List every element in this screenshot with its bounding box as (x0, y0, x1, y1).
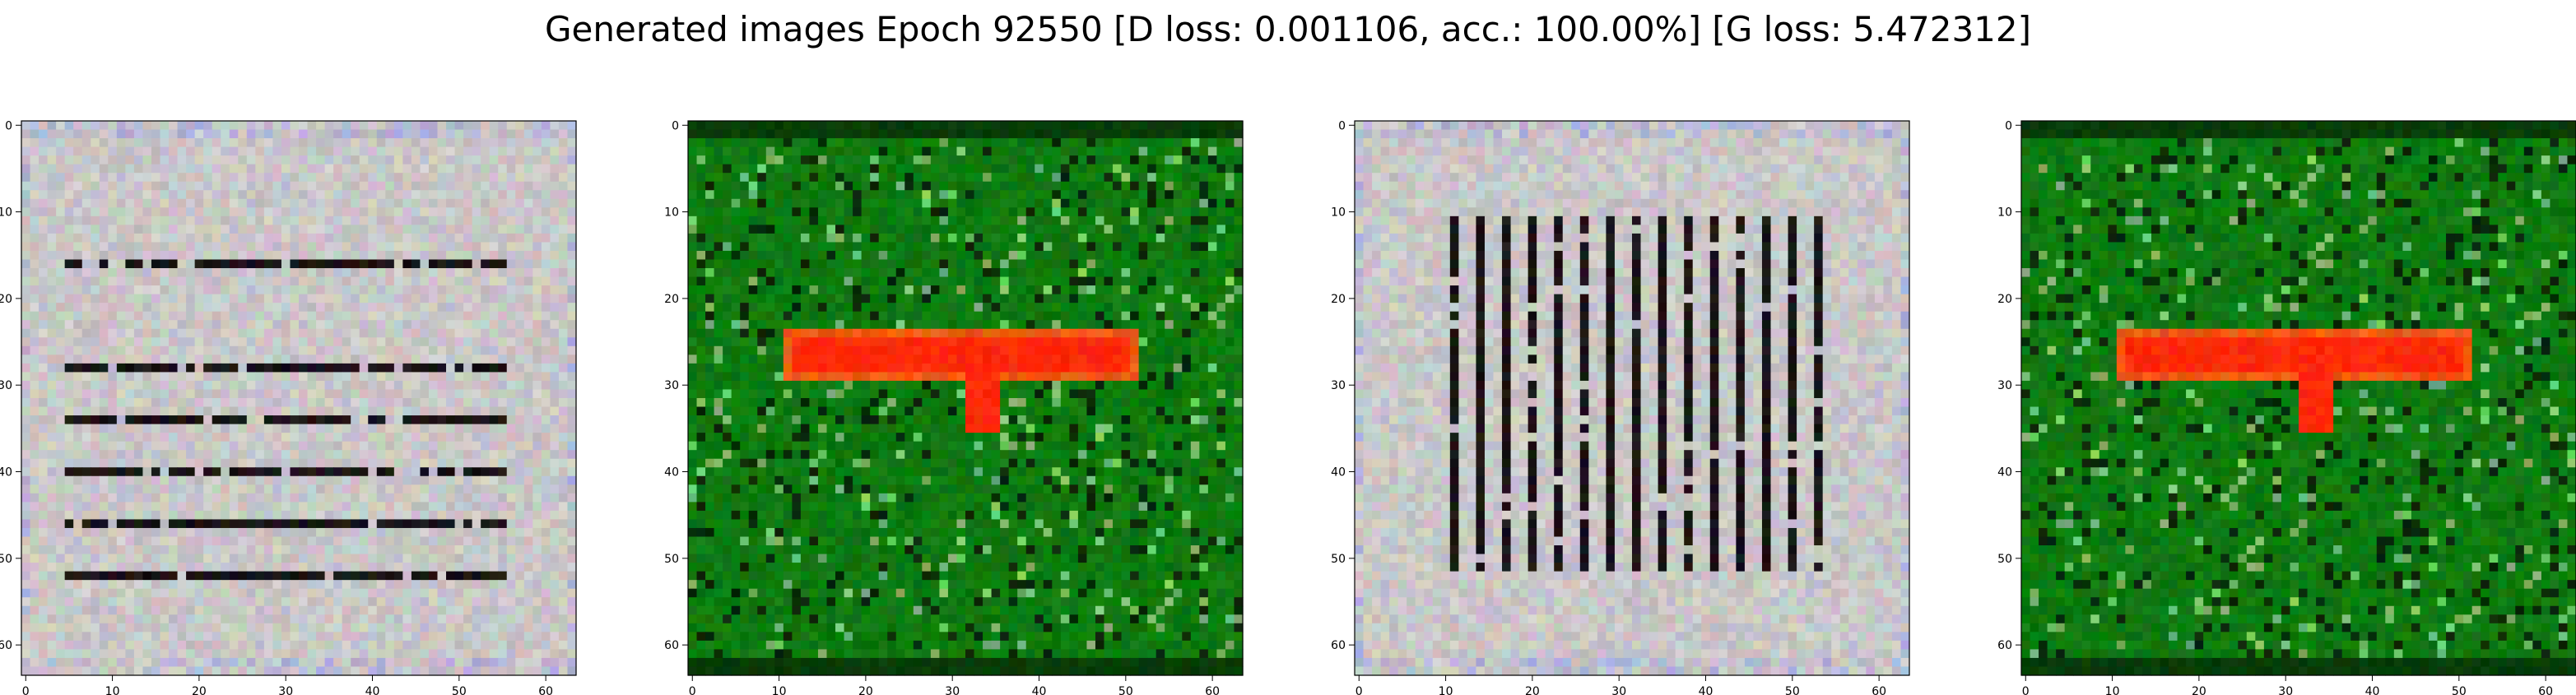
x-tick-label: 10 (1439, 685, 1453, 695)
x-tick-label: 0 (2022, 685, 2030, 695)
y-tick-label: 0 (5, 119, 12, 132)
generated-image-1 (21, 121, 577, 676)
axes-frame (21, 120, 577, 676)
x-tick-label: 40 (1699, 685, 1713, 695)
image-panel-1: 0 10 20 30 40 50 60 0 10 20 30 40 50 60 (0, 119, 577, 695)
image-panel-2: 0 10 20 30 40 50 60 0 10 20 30 40 50 60 (664, 119, 1244, 695)
x-tick-label: 50 (1118, 685, 1133, 695)
y-tick-label: 30 (1331, 379, 1346, 392)
x-tick-label: 60 (538, 685, 553, 695)
y-tick-label: 30 (1997, 379, 2012, 392)
x-tick-label: 0 (689, 685, 696, 695)
axes-frame (2020, 120, 2576, 676)
image-panel-4: 0 10 20 30 40 50 60 0 10 20 30 40 50 60 (1997, 119, 2576, 695)
y-tick-label: 50 (0, 553, 12, 566)
y-tick-label: 20 (1997, 293, 2012, 306)
x-tick-label: 40 (365, 685, 380, 695)
x-tick-label: 30 (1611, 685, 1626, 695)
y-tick-label: 60 (0, 639, 12, 652)
y-tick-label: 10 (0, 206, 12, 220)
figure-title: Generated images Epoch 92550 [D loss: 0.… (544, 9, 2032, 49)
x-tick-label: 20 (1525, 685, 1540, 695)
y-tick-label: 50 (1331, 553, 1346, 566)
x-tick-label: 10 (105, 685, 120, 695)
generated-image-4 (2021, 121, 2576, 676)
y-tick-label: 10 (1997, 206, 2012, 220)
axes-frame (687, 120, 1244, 676)
y-tick-label: 0 (2005, 119, 2012, 132)
x-tick-label: 30 (278, 685, 293, 695)
x-tick-label: 50 (1785, 685, 1800, 695)
x-tick-label: 40 (1032, 685, 1047, 695)
y-tick-label: 40 (1997, 466, 2012, 480)
y-tick-label: 50 (1997, 553, 2012, 566)
y-tick-label: 60 (1331, 639, 1346, 652)
axes-frame (1354, 120, 1910, 676)
x-tick-label: 30 (2278, 685, 2293, 695)
y-tick-label: 30 (664, 379, 679, 392)
y-tick-label: 40 (664, 466, 679, 480)
y-tick-label: 40 (0, 466, 12, 480)
x-tick-label: 0 (22, 685, 30, 695)
x-tick-label: 50 (2452, 685, 2467, 695)
x-tick-label: 60 (1205, 685, 1220, 695)
generated-image-3 (1355, 121, 1910, 676)
x-tick-label: 40 (2365, 685, 2380, 695)
y-tick-label: 10 (1331, 206, 1346, 220)
x-tick-label: 20 (858, 685, 873, 695)
generated-image-2 (688, 121, 1244, 676)
x-tick-label: 10 (2105, 685, 2120, 695)
y-tick-label: 0 (672, 119, 679, 132)
x-tick-label: 60 (2538, 685, 2553, 695)
y-tick-label: 20 (0, 293, 12, 306)
y-tick-label: 20 (664, 293, 679, 306)
x-tick-label: 60 (1872, 685, 1886, 695)
x-tick-label: 20 (2192, 685, 2206, 695)
x-tick-label: 30 (945, 685, 960, 695)
y-tick-label: 50 (664, 553, 679, 566)
x-tick-label: 0 (1355, 685, 1363, 695)
y-tick-label: 30 (0, 379, 12, 392)
y-tick-label: 0 (1338, 119, 1346, 132)
y-tick-label: 40 (1331, 466, 1346, 480)
y-tick-label: 10 (664, 206, 679, 220)
y-tick-label: 60 (664, 639, 679, 652)
x-tick-label: 50 (452, 685, 467, 695)
y-tick-label: 20 (1331, 293, 1346, 306)
x-tick-label: 10 (772, 685, 787, 695)
x-tick-label: 20 (192, 685, 207, 695)
image-panel-3: 0 10 20 30 40 50 60 0 10 20 30 40 50 60 (1331, 119, 1910, 695)
y-tick-label: 60 (1997, 639, 2012, 652)
